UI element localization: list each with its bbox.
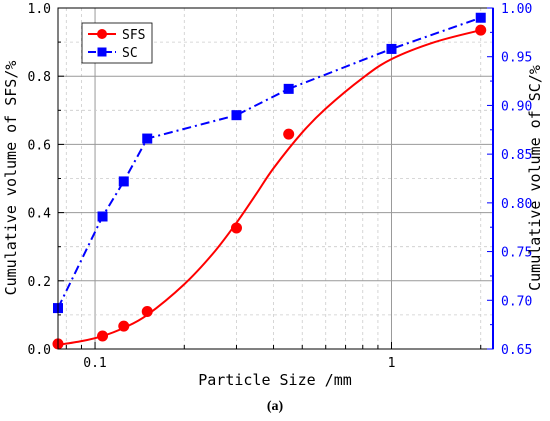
sfs-fit-line — [58, 29, 481, 346]
y-axis-right-title: Cumulative volume of SC/% — [526, 65, 544, 291]
y-left-tick-label: 1.0 — [28, 2, 51, 17]
legend: SFS SC — [81, 22, 153, 64]
sc-data-point — [231, 110, 242, 121]
sc-data-point — [475, 12, 486, 23]
sc-data-point — [118, 176, 129, 187]
marker-layer — [52, 12, 487, 350]
x-tick-label: 0.1 — [83, 356, 106, 371]
series-layer — [58, 16, 482, 346]
sc-data-point — [97, 211, 108, 222]
legend-sfs-label: SFS — [122, 28, 145, 43]
y-right-tick-label: 0.75 — [501, 246, 532, 261]
y-left-tick-label: 0.4 — [28, 207, 52, 222]
sc-data-point — [386, 43, 397, 54]
sc-data-point — [283, 83, 294, 94]
sfs-data-point — [118, 320, 130, 332]
sc-series-line — [58, 16, 482, 309]
sfs-data-point — [97, 330, 109, 342]
legend-sc-label: SC — [122, 46, 138, 61]
y-right-tick-label: 1.00 — [501, 2, 532, 17]
y-right-tick-label: 0.80 — [501, 197, 532, 212]
y-left-tick-label: 0.8 — [28, 70, 51, 85]
x-axis-title: Particle Size /mm — [198, 371, 352, 389]
y-left-tick-label: 0.6 — [28, 138, 51, 153]
sc-data-point — [142, 133, 153, 144]
y-left-tick-label: 0.0 — [28, 343, 51, 358]
y-right-tick-label: 0.70 — [501, 294, 532, 309]
figure-caption: (a) — [267, 399, 284, 414]
y-left-tick-label: 0.2 — [28, 275, 51, 290]
y-right-tick-label: 0.90 — [501, 99, 532, 114]
sfs-data-point — [230, 222, 242, 234]
y-right-tick-label: 0.95 — [501, 51, 532, 66]
sfs-data-point — [283, 128, 295, 140]
ticks: 0.1 1 0.0 0.2 0.4 0.6 0.8 1.0 0.65 0.70 0.75 0.80 0.… — [28, 2, 533, 371]
sfs-data-point — [141, 305, 153, 317]
grid — [58, 8, 493, 349]
sfs-data-point — [475, 24, 487, 36]
y-right-tick-label: 0.85 — [501, 148, 532, 163]
legend-box — [81, 22, 153, 64]
legend-sfs-marker — [97, 29, 107, 39]
x-tick-label: 1 — [388, 356, 396, 371]
legend-sc-marker — [97, 47, 107, 57]
y-axis-left-title: Cumulative volume of SFS/% — [2, 61, 20, 296]
y-right-tick-label: 0.65 — [501, 343, 532, 358]
